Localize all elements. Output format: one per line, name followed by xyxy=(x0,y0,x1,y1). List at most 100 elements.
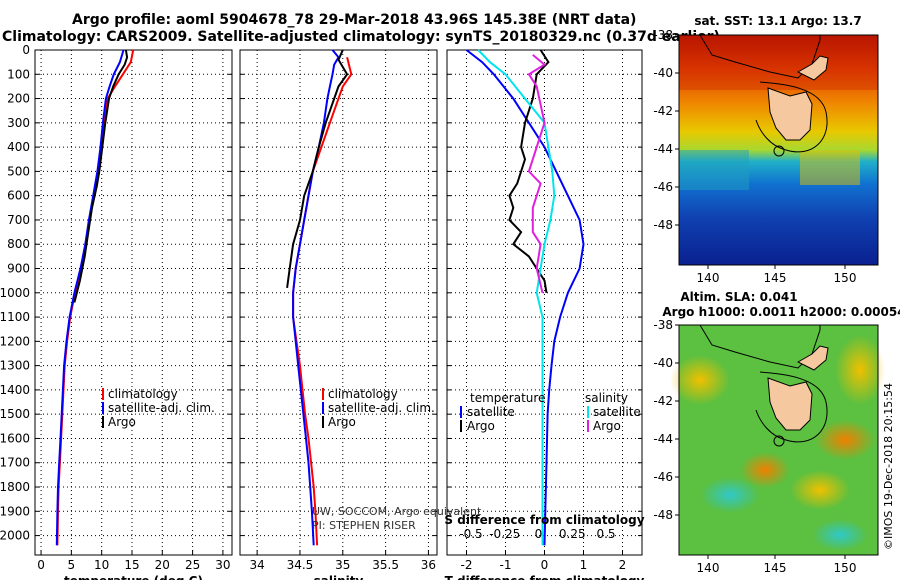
sst-warm-band xyxy=(679,35,878,90)
sla-map-lon-label: 150 xyxy=(834,561,857,575)
depth-tick-label: 1400 xyxy=(0,383,30,397)
diff-legend-left-title: temperature xyxy=(470,391,545,405)
difference-panel: -2 -1 0 1 2 T difference from climatology -0.5… xyxy=(444,49,645,580)
diff-series-argo xyxy=(508,49,550,293)
temp-series-climatology xyxy=(56,49,135,546)
temp-grid xyxy=(35,49,232,555)
diff-legend-right-title: salinity xyxy=(585,391,628,405)
temp-xtick-label: 25 xyxy=(185,558,200,572)
sst-map-lat-label: -40 xyxy=(653,66,673,80)
sal-series-satellite-adj-clim- xyxy=(292,49,340,546)
temperature-panel: 0 5 10 15 20 25 300100200300400500600700800900… xyxy=(0,43,233,580)
sst-coastline xyxy=(679,34,821,79)
temp-legend-label: satellite-adj. clim. xyxy=(108,401,215,415)
sst-map-lat-label: -44 xyxy=(653,142,673,156)
temp-legend-label: Argo xyxy=(108,415,136,429)
depth-tick-label: 1000 xyxy=(0,286,30,300)
diff-xtick-label: 2 xyxy=(619,558,627,572)
diff-xtick-label: -1 xyxy=(500,558,512,572)
sla-coastline xyxy=(679,324,821,369)
sst-argo-marker xyxy=(773,145,785,157)
sst-map-lon-label: 150 xyxy=(834,271,857,285)
s-diff-tick-label: 0.5 xyxy=(596,527,615,541)
sal-legend-label: climatology xyxy=(328,387,398,401)
sst-map-frame xyxy=(678,34,879,266)
s-diff-title: S difference from climatology xyxy=(444,513,644,527)
sal-series-argo xyxy=(286,49,349,289)
s-diff-tick-label: 0 xyxy=(535,527,543,541)
depth-tick-label: 200 xyxy=(7,92,30,106)
diff-legend-label: Argo xyxy=(467,419,495,433)
sal-legend-label: satellite-adj. clim. xyxy=(328,401,435,415)
sst-front-patch xyxy=(679,150,749,190)
depth-tick-label: 300 xyxy=(7,116,30,130)
salinity-panel: 34 34.5 35 35.5 36 salinity climatologysatelli… xyxy=(239,49,438,580)
temp-xtick-label: 5 xyxy=(68,558,76,572)
footer-anchor: ©IMOS 19-Dec-2018 20:15:54 xyxy=(882,383,895,560)
sla-tasmania xyxy=(767,377,813,431)
sla-map-lon-label: 140 xyxy=(697,561,720,575)
sst-map-lon-label: 145 xyxy=(764,271,787,285)
sla-map-lat-label: -40 xyxy=(653,356,673,370)
sla-map-lat-label: -48 xyxy=(653,508,673,522)
sst-tasmania xyxy=(767,87,813,141)
sla-map-frame xyxy=(678,324,879,556)
sla-shelf-contour xyxy=(755,371,828,443)
depth-tick-label: 1600 xyxy=(0,431,30,445)
diff-series-satellite xyxy=(477,49,556,546)
diff-legend-label: Argo xyxy=(593,419,621,433)
temp-frame xyxy=(34,49,233,556)
title-line-1: Argo profile: aoml 5904678_78 29-Mar-201… xyxy=(72,12,637,28)
sst-shelf-contour xyxy=(755,81,828,153)
sal-xtick-label: 35 xyxy=(335,558,350,572)
diff-legend-label: satellite xyxy=(467,405,515,419)
sst-map xyxy=(679,34,878,265)
sal-grid xyxy=(240,49,437,555)
depth-tick-label: 800 xyxy=(7,237,30,251)
depth-tick-label: 0 xyxy=(22,43,30,57)
sla-map-lat-label: -44 xyxy=(653,432,673,446)
sst-mainland xyxy=(796,55,829,81)
depth-tick-label: 500 xyxy=(7,164,30,178)
temp-series-argo xyxy=(73,49,129,303)
temp-xtick-label: 20 xyxy=(155,558,170,572)
credit-line-2: PI: STEPHEN RISER xyxy=(312,519,416,532)
temp-xlabel: temperature (deg C) xyxy=(64,574,203,580)
credit-line-1: UW, SOCCOM, Argo equivalent xyxy=(312,505,482,518)
temp-series-satellite-adj-clim- xyxy=(55,49,125,546)
depth-tick-label: 900 xyxy=(7,262,30,276)
diff-xlabel: T difference from climatology xyxy=(445,574,645,580)
temp-xtick-label: 0 xyxy=(37,558,45,572)
sla-map-lat-label: -42 xyxy=(653,394,673,408)
s-diff-tick-label: -0.25 xyxy=(489,527,520,541)
sst-map-lat-label: -42 xyxy=(653,104,673,118)
temp-legend-label: climatology xyxy=(108,387,178,401)
sal-xlabel: salinity xyxy=(314,574,364,580)
s-diff-tick-label: 0.25 xyxy=(559,527,586,541)
sst-map-lon-label: 140 xyxy=(697,271,720,285)
sst-map-lat-label: -46 xyxy=(653,180,673,194)
s-diff-tick-label: -0.5 xyxy=(459,527,482,541)
diff-series-satellite xyxy=(465,49,585,546)
depth-tick-label: 100 xyxy=(7,67,30,81)
depth-tick-label: 2000 xyxy=(0,529,30,543)
temp-xtick-label: 15 xyxy=(124,558,139,572)
depth-tick-label: 1200 xyxy=(0,334,30,348)
sla-map-title-1: Altim. SLA: 0.041 xyxy=(680,290,797,304)
sla-map-lat-label: -46 xyxy=(653,470,673,484)
sst-map-lat-label: -48 xyxy=(653,218,673,232)
sal-frame xyxy=(239,49,438,556)
map-axes: 140 145 150 -38 -40 -42 -44 -46 -48 140 145 150 -38 -… xyxy=(653,14,900,575)
sla-map-lon-label: 145 xyxy=(764,561,787,575)
depth-tick-label: 1800 xyxy=(0,480,30,494)
sal-xtick-label: 36 xyxy=(421,558,436,572)
temp-xtick-label: 30 xyxy=(215,558,230,572)
diff-series-argo xyxy=(527,54,547,294)
depth-tick-label: 1700 xyxy=(0,456,30,470)
sal-legend-label: Argo xyxy=(328,415,356,429)
sla-map-title-2: Argo h1000: 0.0011 h2000: 0.00054 xyxy=(662,305,900,319)
diff-xtick-label: 1 xyxy=(580,558,588,572)
sla-map-lat-label: -38 xyxy=(653,318,673,332)
sla-mainland xyxy=(796,345,829,371)
